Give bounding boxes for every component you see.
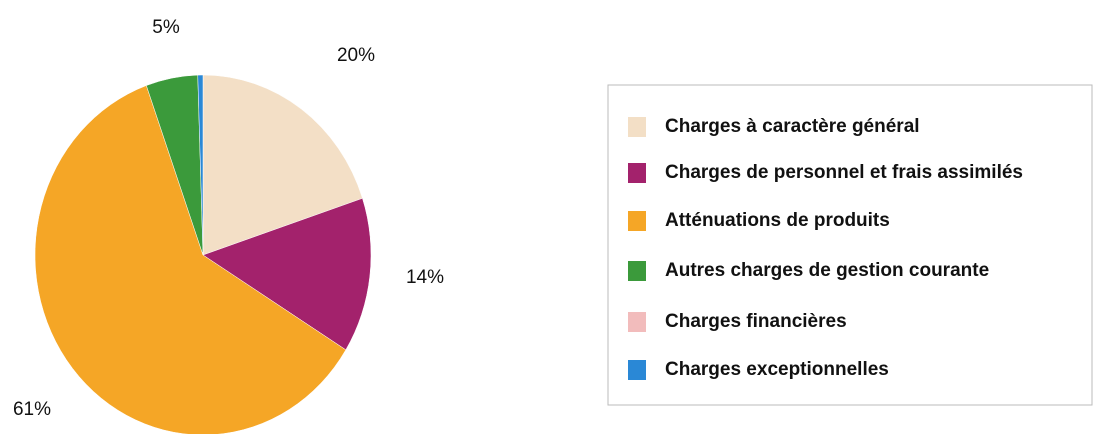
legend-label: Charges exceptionnelles xyxy=(665,359,889,380)
data-label: 20% xyxy=(337,45,375,66)
legend-label: Charges de personnel et frais assimilés xyxy=(665,162,1023,183)
legend-swatch xyxy=(628,261,646,281)
pie-slice xyxy=(202,74,363,256)
data-label: 14% xyxy=(406,267,444,288)
pie-slice xyxy=(34,85,347,434)
legend-label: Autres charges de gestion courante xyxy=(665,260,989,281)
legend-label: Charges financières xyxy=(665,311,847,332)
legend-box xyxy=(607,84,1093,406)
legend-label: Charges à caractère général xyxy=(665,116,920,137)
pie-slice xyxy=(202,197,372,351)
legend-swatch xyxy=(628,163,646,183)
legend-swatch xyxy=(628,117,646,137)
legend-swatch xyxy=(628,360,646,380)
legend-swatch xyxy=(628,211,646,231)
pie-slice xyxy=(197,74,204,256)
data-label: 5% xyxy=(152,17,180,38)
data-label: 61% xyxy=(13,399,51,420)
legend-label: Atténuations de produits xyxy=(665,210,890,231)
legend-swatch xyxy=(628,312,646,332)
